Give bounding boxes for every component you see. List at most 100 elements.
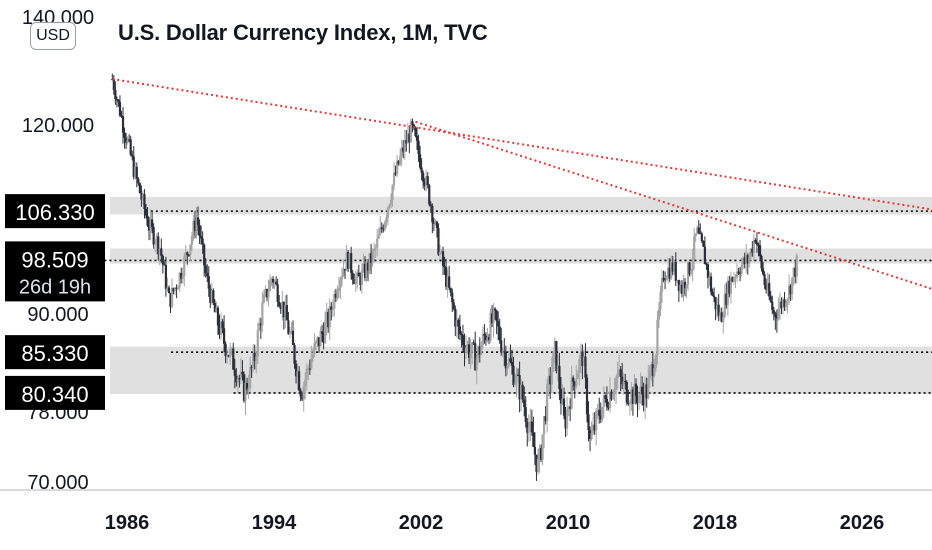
candle-body-312 xyxy=(588,430,592,439)
candle-body-114 xyxy=(285,305,288,321)
candle-body-50 xyxy=(187,254,190,256)
candle-body-339 xyxy=(630,389,633,404)
candle-body-424 xyxy=(760,255,763,269)
candle-body-407 xyxy=(734,277,737,279)
x-tick-label-4: 2018 xyxy=(693,512,738,534)
candle-body-39 xyxy=(170,288,174,307)
candle-body-206 xyxy=(426,176,429,186)
candle-body-146 xyxy=(334,293,337,298)
candle-body-37 xyxy=(167,287,171,293)
candle-body-42 xyxy=(175,287,178,290)
candle-body-198 xyxy=(414,127,417,136)
candle-body-225 xyxy=(455,319,458,327)
price-zone-0 xyxy=(110,196,932,215)
candle-body-250 xyxy=(494,308,497,311)
candle-body-123 xyxy=(299,390,302,397)
candle-body-357 xyxy=(657,309,661,320)
candle-body-140 xyxy=(325,311,328,322)
candle-body-43 xyxy=(177,287,180,290)
candle-body-33 xyxy=(161,255,164,265)
candle-body-379 xyxy=(691,259,694,271)
candle-body-322 xyxy=(604,395,607,399)
candle-body-426 xyxy=(763,274,766,286)
candle-body-107 xyxy=(275,281,278,285)
candle-body-262 xyxy=(512,365,515,386)
candle-body-414 xyxy=(745,255,748,265)
candle-body-321 xyxy=(602,395,605,408)
candle-body-212 xyxy=(435,221,439,229)
candle-body-309 xyxy=(584,356,587,378)
candle-body-137 xyxy=(320,331,324,334)
candle-body-174 xyxy=(377,234,380,239)
price-label-0: 106.330 xyxy=(15,200,95,225)
candle-body-369 xyxy=(676,280,679,282)
candle-body-165 xyxy=(363,263,367,278)
candle-body-176 xyxy=(380,227,383,229)
candle-body-301 xyxy=(572,377,575,382)
candle-body-119 xyxy=(293,344,296,364)
candle-body-185 xyxy=(394,172,397,175)
candle-body-247 xyxy=(489,313,492,341)
candle-body-443 xyxy=(789,285,792,295)
price-label-box-3 xyxy=(5,375,105,410)
candle-body-186 xyxy=(396,160,399,175)
candle-body-196 xyxy=(411,121,414,125)
candle-body-362 xyxy=(665,278,668,280)
candle-body-215 xyxy=(440,251,443,253)
candle-body-323 xyxy=(605,398,608,407)
candle-body-224 xyxy=(454,308,457,327)
candle-body-230 xyxy=(463,345,466,353)
candle-body-242 xyxy=(481,333,484,346)
candle-body-35 xyxy=(164,264,167,289)
candle-body-118 xyxy=(291,330,295,345)
candle-body-289 xyxy=(553,341,556,352)
candle-body-178 xyxy=(383,222,386,230)
candle-body-295 xyxy=(562,398,566,416)
candle-body-359 xyxy=(660,278,664,293)
candle-body-83 xyxy=(238,378,241,380)
candle-body-444 xyxy=(791,277,794,295)
x-tick-label-0: 1986 xyxy=(105,512,150,534)
y-tick-label-1: 120.000 xyxy=(22,115,94,137)
candle-body-333 xyxy=(621,376,624,385)
chart-title: U.S. Dollar Currency Index, 1M, TVC xyxy=(118,20,488,45)
candle-body-285 xyxy=(547,375,550,384)
candle-body-110 xyxy=(279,306,282,310)
candle-body-423 xyxy=(758,245,762,256)
candle-body-252 xyxy=(497,321,500,327)
candle-body-89 xyxy=(247,388,250,390)
candle-body-57 xyxy=(198,225,201,237)
candle-body-153 xyxy=(345,252,348,271)
candle-body-436 xyxy=(778,301,782,309)
candle-body-182 xyxy=(389,199,393,205)
candle-body-139 xyxy=(324,321,327,343)
candle-body-41 xyxy=(173,287,177,292)
candle-body-134 xyxy=(316,337,319,342)
candle-body-304 xyxy=(576,373,579,379)
currency-chip[interactable]: USD xyxy=(30,22,76,50)
candle-body-26 xyxy=(151,219,154,227)
candle-body-158 xyxy=(353,279,356,284)
candle-body-85 xyxy=(241,371,244,375)
candle-body-130 xyxy=(310,358,313,369)
candle-body-398 xyxy=(720,312,723,323)
candle-body-245 xyxy=(486,336,489,341)
candle-body-236 xyxy=(472,342,475,344)
candle-body-9 xyxy=(124,137,128,143)
x-tick-label-2: 2002 xyxy=(399,512,444,534)
candle-body-200 xyxy=(417,140,420,155)
candle-body-375 xyxy=(685,284,688,289)
candle-body-419 xyxy=(752,240,755,253)
candle-body-54 xyxy=(193,220,197,231)
candle-body-325 xyxy=(608,391,612,409)
candle-body-67 xyxy=(213,302,216,313)
candle-body-127 xyxy=(305,368,308,380)
candle-body-229 xyxy=(461,335,465,346)
candle-body-84 xyxy=(239,371,243,379)
candle-body-170 xyxy=(371,250,374,263)
candle-body-393 xyxy=(712,295,716,298)
candle-body-361 xyxy=(663,279,667,281)
candle-body-180 xyxy=(386,207,390,218)
candle-body-318 xyxy=(598,409,601,416)
